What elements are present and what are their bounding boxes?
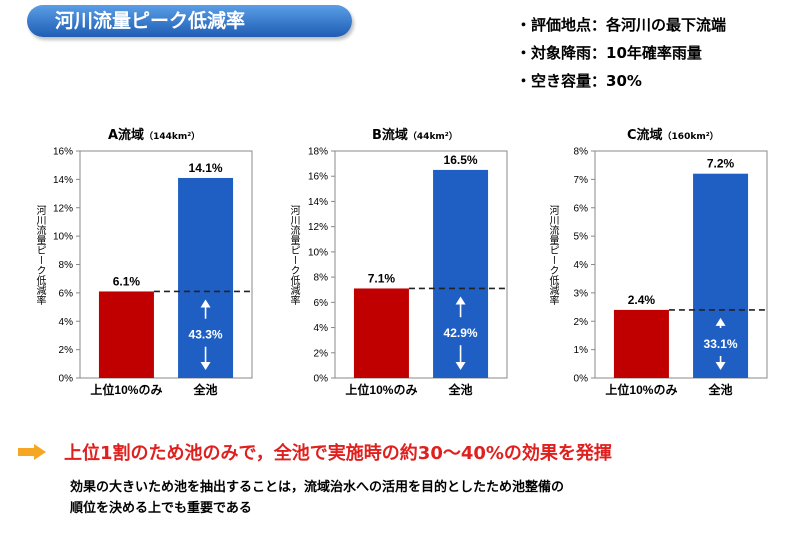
condition-evaluation-point: ・評価地点：各河川の最下流端 — [516, 16, 727, 34]
condition-target-rainfall: ・対象降雨：10年確率雨量 — [516, 44, 702, 62]
chart-c-ratio-label: 33.1% — [704, 337, 738, 351]
chart-b-ytick-label: 18% — [308, 147, 328, 158]
chart-b-title: B流域（44km²） — [372, 128, 458, 143]
chart-a-ytick-label: 14% — [53, 175, 73, 186]
chart-a-ytick-label: 8% — [59, 260, 74, 271]
chart-b-ratio-arrow-up-head — [455, 296, 466, 305]
chart-c-ytick-label: 3% — [574, 288, 589, 299]
chart-c-ratio-arrow-up-head — [715, 317, 726, 326]
chart-c-ytick-label: 4% — [574, 260, 589, 271]
chart-a-ylabel: 河川流量ピーク低減率 — [34, 205, 45, 305]
chart-a-category-label: 上位10%のみ — [90, 382, 162, 397]
chart-b-value-label: 16.5% — [444, 153, 478, 167]
chart-c-value-label: 7.2% — [707, 157, 735, 171]
page-title: 河川流量ピーク低減率 — [27, 5, 352, 37]
chart-a-ytick-label: 16% — [53, 147, 73, 158]
chart-b-ytick-label: 2% — [314, 348, 329, 359]
chart-b-ytick-label: 4% — [314, 323, 329, 334]
conclusion-text: 上位1割のため池のみで，全池で実施時の約30～40%の効果を発揮 — [64, 443, 612, 464]
chart-b-ylabel: 河川流量ピーク低減率 — [288, 205, 299, 305]
arrow-right-icon — [18, 444, 46, 460]
chart-a-ytick-label: 0% — [59, 374, 74, 385]
chart-a-ratio-label: 43.3% — [189, 328, 223, 342]
chart-a-ratio-arrow-up-head — [200, 299, 211, 308]
chart-a-category-label: 全池 — [193, 382, 218, 397]
chart-b-value-label: 7.1% — [368, 271, 396, 285]
chart-b-category-label: 全池 — [448, 382, 473, 397]
chart-b-ytick-label: 16% — [308, 172, 328, 183]
chart-c-category-label: 全池 — [708, 382, 733, 397]
chart-b-category-label: 上位10%のみ — [345, 382, 417, 397]
chart-b-area: （44km²） — [407, 132, 458, 142]
chart-b-ratio-label: 42.9% — [444, 326, 478, 340]
chart-a-area: （144km²） — [144, 132, 201, 142]
note-line-1: 効果の大きいため池を抽出することは，流域治水への活用を目的としたため池整備の — [70, 480, 565, 495]
condition-free-capacity: ・空き容量：30% — [516, 72, 642, 90]
chart-a-bar-top10 — [98, 291, 154, 378]
chart-c-bar-top10 — [613, 309, 669, 378]
chart-c-ytick-label: 2% — [574, 317, 589, 328]
chart-b-frame — [334, 150, 508, 379]
chart-c-ytick-label: 8% — [574, 147, 589, 158]
chart-a-bar-all — [178, 177, 234, 378]
chart-a-ratio-arrow-down-head — [200, 362, 211, 370]
chart-a-ytick-label: 6% — [59, 288, 74, 299]
chart-c-category-label: 上位10%のみ — [605, 382, 677, 397]
chart-c-bar-all — [693, 173, 749, 378]
chart-b-ratio-arrow-down-head — [455, 362, 466, 370]
chart-a-title: A流域（144km²） — [108, 128, 201, 143]
chart-c-ratio-arrow-down-head — [715, 362, 726, 370]
chart-a-value-label: 14.1% — [189, 161, 223, 175]
chart-b-ytick-label: 14% — [308, 197, 328, 208]
chart-b-bar-all — [433, 169, 489, 378]
chart-c-value-label: 2.4% — [628, 293, 656, 307]
chart-a-value-label: 6.1% — [113, 274, 141, 288]
chart-c-ytick-label: 6% — [574, 203, 589, 214]
chart-a-ytick-label: 10% — [53, 232, 73, 243]
chart-c-ytick-label: 1% — [574, 345, 589, 356]
chart-c-ytick-label: 5% — [574, 232, 589, 243]
chart-b-bar-top10 — [353, 288, 409, 378]
chart-b-ytick-label: 8% — [314, 273, 329, 284]
chart-a-ytick-label: 12% — [53, 203, 73, 214]
chart-b-ytick-label: 6% — [314, 298, 329, 309]
chart-c-title: C流域（160km²） — [627, 128, 719, 143]
chart-c-area: （160km²） — [662, 132, 719, 142]
chart-a-ytick-label: 2% — [59, 345, 74, 356]
chart-b-ytick-label: 0% — [314, 374, 329, 385]
chart-c-ytick-label: 7% — [574, 175, 589, 186]
chart-a-ytick-label: 4% — [59, 317, 74, 328]
chart-c-ytick-label: 0% — [574, 374, 589, 385]
note-line-2: 順位を決める上でも重要である — [70, 501, 252, 516]
chart-b-ytick-label: 12% — [308, 222, 328, 233]
chart-b-ytick-label: 10% — [308, 247, 328, 258]
chart-c-ylabel: 河川流量ピーク低減率 — [547, 205, 558, 305]
